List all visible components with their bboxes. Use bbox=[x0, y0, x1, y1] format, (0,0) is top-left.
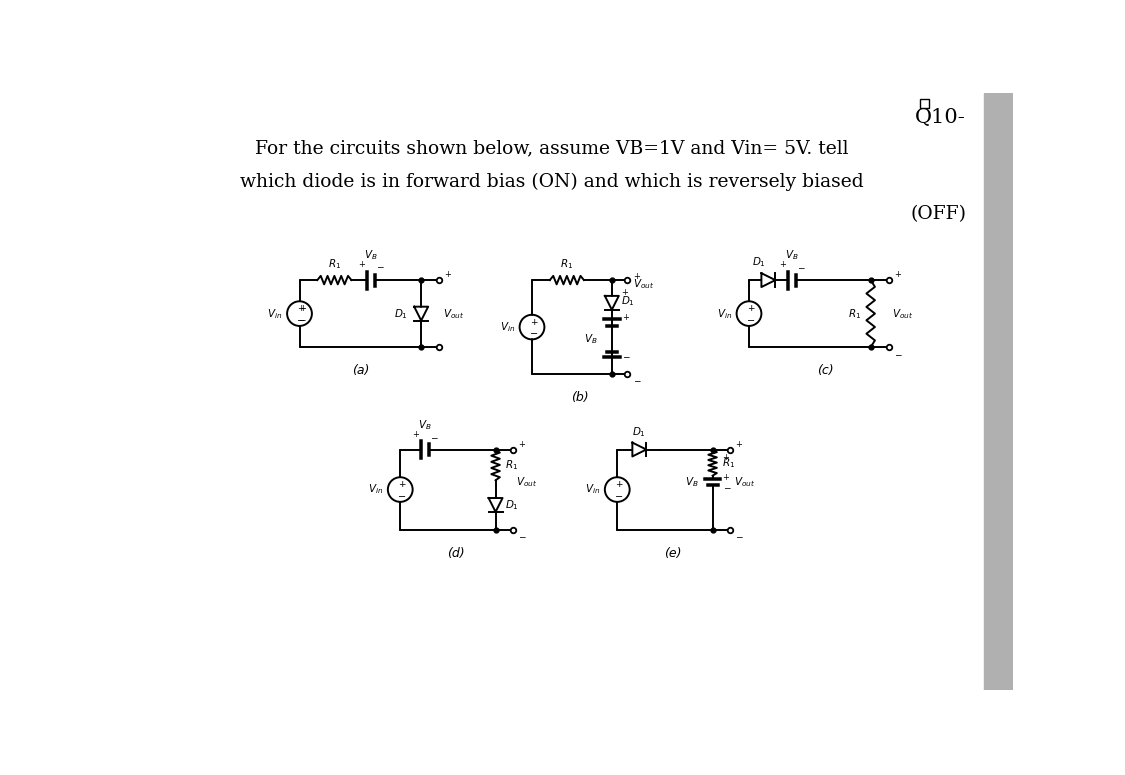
Text: $R_1$: $R_1$ bbox=[327, 257, 341, 271]
Text: +: + bbox=[358, 260, 364, 270]
Text: +: + bbox=[632, 272, 640, 281]
Text: +: + bbox=[747, 305, 754, 313]
Text: $-$: $-$ bbox=[632, 376, 641, 384]
Bar bbox=[919, 99, 929, 109]
Text: +: + bbox=[518, 439, 525, 449]
Text: Q10-: Q10- bbox=[916, 109, 966, 127]
Text: $V_{out}$: $V_{out}$ bbox=[632, 277, 654, 291]
Text: $V_B$: $V_B$ bbox=[685, 475, 699, 489]
Text: +: + bbox=[621, 288, 628, 297]
Text: $R_1$: $R_1$ bbox=[505, 458, 519, 472]
Bar bbox=[984, 93, 1012, 690]
Text: $V_{out}$: $V_{out}$ bbox=[443, 307, 465, 321]
Text: $-$: $-$ bbox=[298, 315, 307, 323]
Text: +: + bbox=[778, 260, 785, 270]
Text: (c): (c) bbox=[817, 364, 834, 377]
Text: $D_1$: $D_1$ bbox=[621, 294, 636, 308]
Text: which diode is in forward bias (ON) and which is reversely biased: which diode is in forward bias (ON) and … bbox=[240, 172, 863, 191]
Text: $D_1$: $D_1$ bbox=[394, 307, 408, 321]
Text: $-$: $-$ bbox=[529, 328, 538, 337]
Text: $-$: $-$ bbox=[622, 351, 630, 360]
Text: $D_1$: $D_1$ bbox=[505, 498, 519, 512]
Text: +: + bbox=[894, 270, 901, 279]
Text: +: + bbox=[530, 318, 538, 327]
Text: $-$: $-$ bbox=[430, 432, 439, 441]
Text: +: + bbox=[297, 305, 305, 313]
Text: (e): (e) bbox=[664, 546, 682, 560]
Text: $-$: $-$ bbox=[297, 314, 306, 324]
Text: +: + bbox=[444, 270, 451, 279]
Text: $V_{out}$: $V_{out}$ bbox=[892, 307, 914, 321]
Text: $R_1$: $R_1$ bbox=[848, 307, 861, 321]
Text: $R_1$: $R_1$ bbox=[560, 257, 574, 271]
Text: $R_1$: $R_1$ bbox=[722, 456, 736, 470]
Text: $-$: $-$ bbox=[397, 490, 406, 500]
Text: +: + bbox=[299, 305, 306, 313]
Text: $V_{in}$: $V_{in}$ bbox=[368, 483, 384, 497]
Text: $D_1$: $D_1$ bbox=[632, 425, 647, 439]
Text: +: + bbox=[615, 480, 622, 490]
Text: $-$: $-$ bbox=[518, 531, 526, 540]
Text: $-$: $-$ bbox=[614, 490, 623, 500]
Text: (OFF): (OFF) bbox=[910, 205, 966, 222]
Text: +: + bbox=[722, 473, 729, 482]
Text: $-$: $-$ bbox=[735, 531, 744, 540]
Text: $V_{in}$: $V_{in}$ bbox=[585, 483, 601, 497]
Text: $V_{in}$: $V_{in}$ bbox=[717, 307, 732, 321]
Text: For the circuits shown below, assume VB=1V and Vin= 5V. tell: For the circuits shown below, assume VB=… bbox=[254, 140, 848, 157]
Text: $-$: $-$ bbox=[796, 263, 806, 272]
Text: +: + bbox=[412, 429, 420, 439]
Text: $-$: $-$ bbox=[376, 261, 385, 270]
Text: $-$: $-$ bbox=[746, 314, 755, 324]
Text: (a): (a) bbox=[352, 364, 369, 377]
Text: $-$: $-$ bbox=[722, 482, 731, 491]
Text: $V_{in}$: $V_{in}$ bbox=[268, 307, 282, 321]
Text: $V_B$: $V_B$ bbox=[418, 418, 432, 432]
Text: $V_{in}$: $V_{in}$ bbox=[500, 320, 515, 334]
Text: $V_{out}$: $V_{out}$ bbox=[516, 475, 538, 489]
Text: +: + bbox=[622, 313, 629, 322]
Text: $V_B$: $V_B$ bbox=[364, 249, 378, 263]
Text: $-$: $-$ bbox=[894, 349, 902, 358]
Text: +: + bbox=[735, 439, 741, 449]
Text: +: + bbox=[398, 480, 405, 490]
Text: (b): (b) bbox=[570, 391, 588, 404]
Text: (d): (d) bbox=[447, 546, 465, 560]
Text: $V_B$: $V_B$ bbox=[584, 332, 597, 346]
Text: $V_{out}$: $V_{out}$ bbox=[734, 475, 755, 489]
Text: $V_B$: $V_B$ bbox=[785, 249, 799, 263]
Text: +: + bbox=[722, 453, 729, 462]
Text: $D_1$: $D_1$ bbox=[753, 256, 766, 270]
